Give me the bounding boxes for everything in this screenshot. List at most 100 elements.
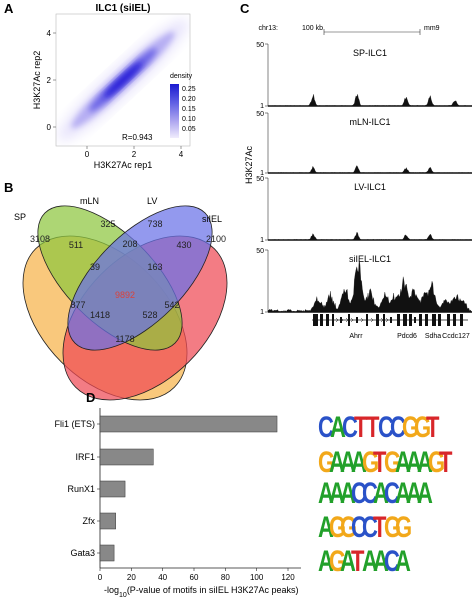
motif-letter: A [330, 410, 346, 444]
gene-label-ccdc127: Ccdc127 [442, 333, 470, 340]
motif-letter: G [340, 510, 357, 544]
legend-tick: 0.15 [182, 106, 196, 113]
motif-letter: A [329, 445, 345, 479]
track-ymax: 50 [256, 248, 264, 255]
venn-count: 542 [164, 300, 179, 310]
exon [419, 314, 422, 326]
a-ytick: 2 [47, 76, 52, 85]
strand-chevron [350, 317, 354, 323]
gene-label-sdha: Sdha [425, 333, 441, 340]
bar-x-tick: 40 [158, 573, 167, 582]
motif-logos: CACTTCCGGTGAAAGTGAAAGTAAACCACAAAAGGCCTGG… [318, 410, 452, 578]
motif-letter: A [395, 445, 411, 479]
track-signal [267, 165, 473, 174]
strand-chevron [345, 317, 349, 323]
track: 50 1 mLN-ILC1 [256, 111, 473, 177]
legend-tick: 0.10 [182, 116, 196, 123]
bar [99, 415, 278, 433]
venn-label-mln: mLN [80, 196, 99, 206]
track: 50 1 SP-ILC1 [256, 42, 473, 110]
venn-count: 325 [100, 219, 115, 229]
motif-letter: G [362, 445, 379, 479]
motif-letter: C [390, 410, 406, 444]
bar-category-label: Zfx [83, 516, 96, 526]
track-signal [267, 259, 473, 313]
motif-letter: C [351, 476, 367, 510]
venn-count: 877 [70, 300, 85, 310]
bar [99, 512, 116, 530]
exon [414, 317, 416, 323]
venn-label-sp: SP [14, 212, 26, 222]
bar [99, 544, 115, 562]
track-signal [267, 232, 473, 241]
a-xtick: 0 [85, 150, 90, 159]
exon [383, 314, 385, 326]
bar-x-tick: 0 [98, 573, 103, 582]
venn-count: 163 [147, 262, 162, 272]
bar-series [99, 415, 278, 562]
panel-d: D Fli1 (ETS) IRF1 RunX1 Zfx Gata3 0 20 40 60 80 1… [55, 390, 453, 599]
exon [432, 314, 436, 326]
exon [460, 314, 463, 326]
motif-letter: T [351, 544, 364, 578]
exon [409, 314, 412, 326]
a-ytick: 0 [47, 123, 52, 132]
a-xtick: 2 [132, 150, 137, 159]
venn-label-silel: siIEL [202, 214, 222, 224]
genome-label: mm9 [424, 25, 440, 32]
motif-letter: C [318, 410, 334, 444]
track-ymin: 1 [260, 237, 264, 244]
strand-chevron [370, 317, 374, 323]
motif-letter: A [340, 476, 356, 510]
motif-letter: A [318, 510, 334, 544]
venn-count: 208 [122, 239, 137, 249]
strand-chevron [380, 317, 384, 323]
motif-letter: T [373, 510, 386, 544]
panel-c-ylabel: H3K27Ac [244, 145, 254, 184]
venn-label-lv: LV [147, 196, 157, 206]
a-xtick: 4 [179, 150, 184, 159]
track-ymin: 1 [260, 309, 264, 316]
bar-category-labels: Fli1 (ETS) IRF1 RunX1 Zfx Gata3 [55, 419, 100, 558]
panel-a-x-ticks: 0 2 4 [85, 146, 184, 159]
strand-chevron [385, 317, 389, 323]
bar-x-tick: 20 [127, 573, 136, 582]
gene-models: Ahrr Pdcd6 Sdha Ccdc127 [312, 314, 470, 340]
panel-a-letter: A [4, 1, 14, 16]
density-cloud [57, 19, 189, 141]
exon [425, 314, 428, 326]
panel-a-ylabel: H3K27Ac rep2 [32, 51, 42, 110]
motif-letter: A [395, 476, 411, 510]
panel-b-letter: B [4, 180, 13, 195]
panel-a-xlabel: H3K27Ac rep1 [94, 160, 153, 170]
strand-chevron [360, 317, 364, 323]
exon [320, 314, 323, 326]
track-ymin: 1 [260, 170, 264, 177]
venn-count: 3108 [30, 234, 50, 244]
venn-count: 511 [69, 240, 83, 250]
panel-c-letter: C [240, 1, 250, 16]
bar-xlabel: -log10(P-value of motifs in siIEL H3K27A… [104, 585, 299, 599]
bar [99, 480, 126, 498]
legend-tick: 0.25 [182, 86, 196, 93]
motif-letter: C [351, 510, 367, 544]
strand-chevron [375, 317, 379, 323]
bar [99, 448, 154, 466]
motif-letter: C [384, 476, 400, 510]
exon [397, 314, 400, 326]
motif-letter: A [406, 445, 422, 479]
a-ytick: 4 [47, 29, 52, 38]
motif-letter: C [342, 410, 358, 444]
legend-title: density [170, 73, 193, 80]
exon [390, 317, 392, 323]
motif-letter: A [318, 476, 334, 510]
xlabel-sub: 10 [119, 592, 127, 599]
exon [403, 314, 407, 326]
track-ymin: 1 [260, 103, 264, 110]
motif-letter: G [329, 510, 346, 544]
exon [313, 314, 318, 326]
bar-x-tick: 60 [190, 573, 199, 582]
track-name: LV-ILC1 [354, 182, 386, 192]
